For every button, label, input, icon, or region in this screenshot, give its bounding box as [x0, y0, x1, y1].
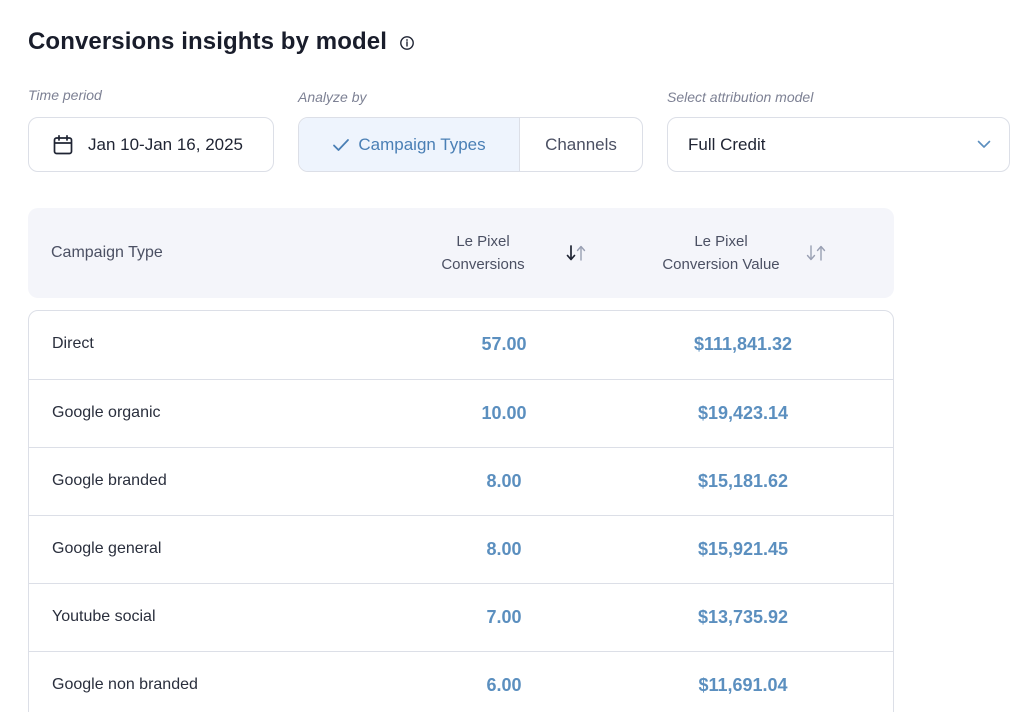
campaign-type-cell: Google branded: [52, 472, 167, 489]
conversions-cell: 7.00: [486, 607, 522, 627]
sort-icon[interactable]: [804, 244, 830, 262]
table-row[interactable]: Direct 57.00 $111,841.32: [29, 311, 893, 380]
table-row[interactable]: Google non branded 6.00 $11,691.04: [29, 652, 893, 712]
conversion-value-cell: $11,691.04: [698, 675, 788, 695]
campaign-types-option[interactable]: Campaign Types: [299, 118, 520, 171]
table-body: Direct 57.00 $111,841.32 Google organic …: [28, 310, 894, 712]
info-icon[interactable]: [399, 35, 415, 51]
table-row[interactable]: Youtube social 7.00 $13,735.92: [29, 584, 893, 652]
campaign-type-cell: Google general: [52, 540, 162, 557]
time-period-label: Time period: [28, 87, 102, 103]
column-header-conversions-line1: Le Pixel: [456, 233, 510, 250]
conversion-value-cell: $15,921.45: [697, 539, 789, 559]
date-range-picker[interactable]: Jan 10-Jan 16, 2025: [28, 117, 274, 172]
campaign-type-cell: Youtube social: [52, 608, 156, 625]
conversion-value-cell: $15,181.62: [697, 471, 789, 491]
table-row[interactable]: Google general 8.00 $15,921.45: [29, 516, 893, 584]
column-header-conversions-line2: Conversions: [441, 256, 525, 273]
campaign-type-cell: Google non branded: [52, 676, 198, 693]
column-header-value-line2: Conversion Value: [662, 256, 780, 273]
analyze-by-label: Analyze by: [298, 89, 367, 105]
column-header-conversion-value[interactable]: Le Pixel Conversion Value: [646, 230, 796, 276]
check-icon: [332, 138, 350, 152]
column-header-campaign-type: Campaign Type: [51, 244, 163, 261]
conversions-cell: 57.00: [481, 334, 527, 354]
attribution-model-value: Full Credit: [688, 134, 766, 154]
conversions-cell: 8.00: [486, 539, 522, 559]
table-header: Campaign Type Le Pixel Conversions Le Pi…: [28, 208, 894, 298]
chevron-down-icon: [977, 140, 991, 149]
page-title: Conversions insights by model: [28, 28, 387, 55]
attribution-model-label: Select attribution model: [667, 89, 814, 105]
campaign-types-label: Campaign Types: [358, 134, 486, 154]
title-row: Conversions insights by model: [28, 28, 415, 56]
campaign-type-cell: Google organic: [52, 404, 161, 421]
date-range-value: Jan 10-Jan 16, 2025: [88, 134, 244, 154]
conversion-value-cell: $111,841.32: [693, 334, 793, 354]
campaign-type-cell: Direct: [52, 335, 94, 352]
channels-option[interactable]: Channels: [520, 118, 642, 171]
conversions-cell: 8.00: [486, 471, 522, 491]
table-row[interactable]: Google organic 10.00 $19,423.14: [29, 380, 893, 448]
table-row[interactable]: Google branded 8.00 $15,181.62: [29, 448, 893, 516]
sort-desc-icon[interactable]: [564, 244, 590, 262]
column-header-conversions[interactable]: Le Pixel Conversions: [428, 230, 538, 276]
calendar-icon: [52, 134, 74, 156]
conversions-cell: 6.00: [486, 675, 522, 695]
column-header-value-line1: Le Pixel: [694, 233, 748, 250]
channels-label: Channels: [545, 134, 617, 154]
conversion-value-cell: $19,423.14: [697, 403, 789, 423]
attribution-model-select[interactable]: Full Credit: [667, 117, 1010, 172]
conversions-cell: 10.00: [481, 403, 527, 423]
conversion-value-cell: $13,735.92: [697, 607, 789, 627]
analyze-by-toggle: Campaign Types Channels: [298, 117, 643, 172]
